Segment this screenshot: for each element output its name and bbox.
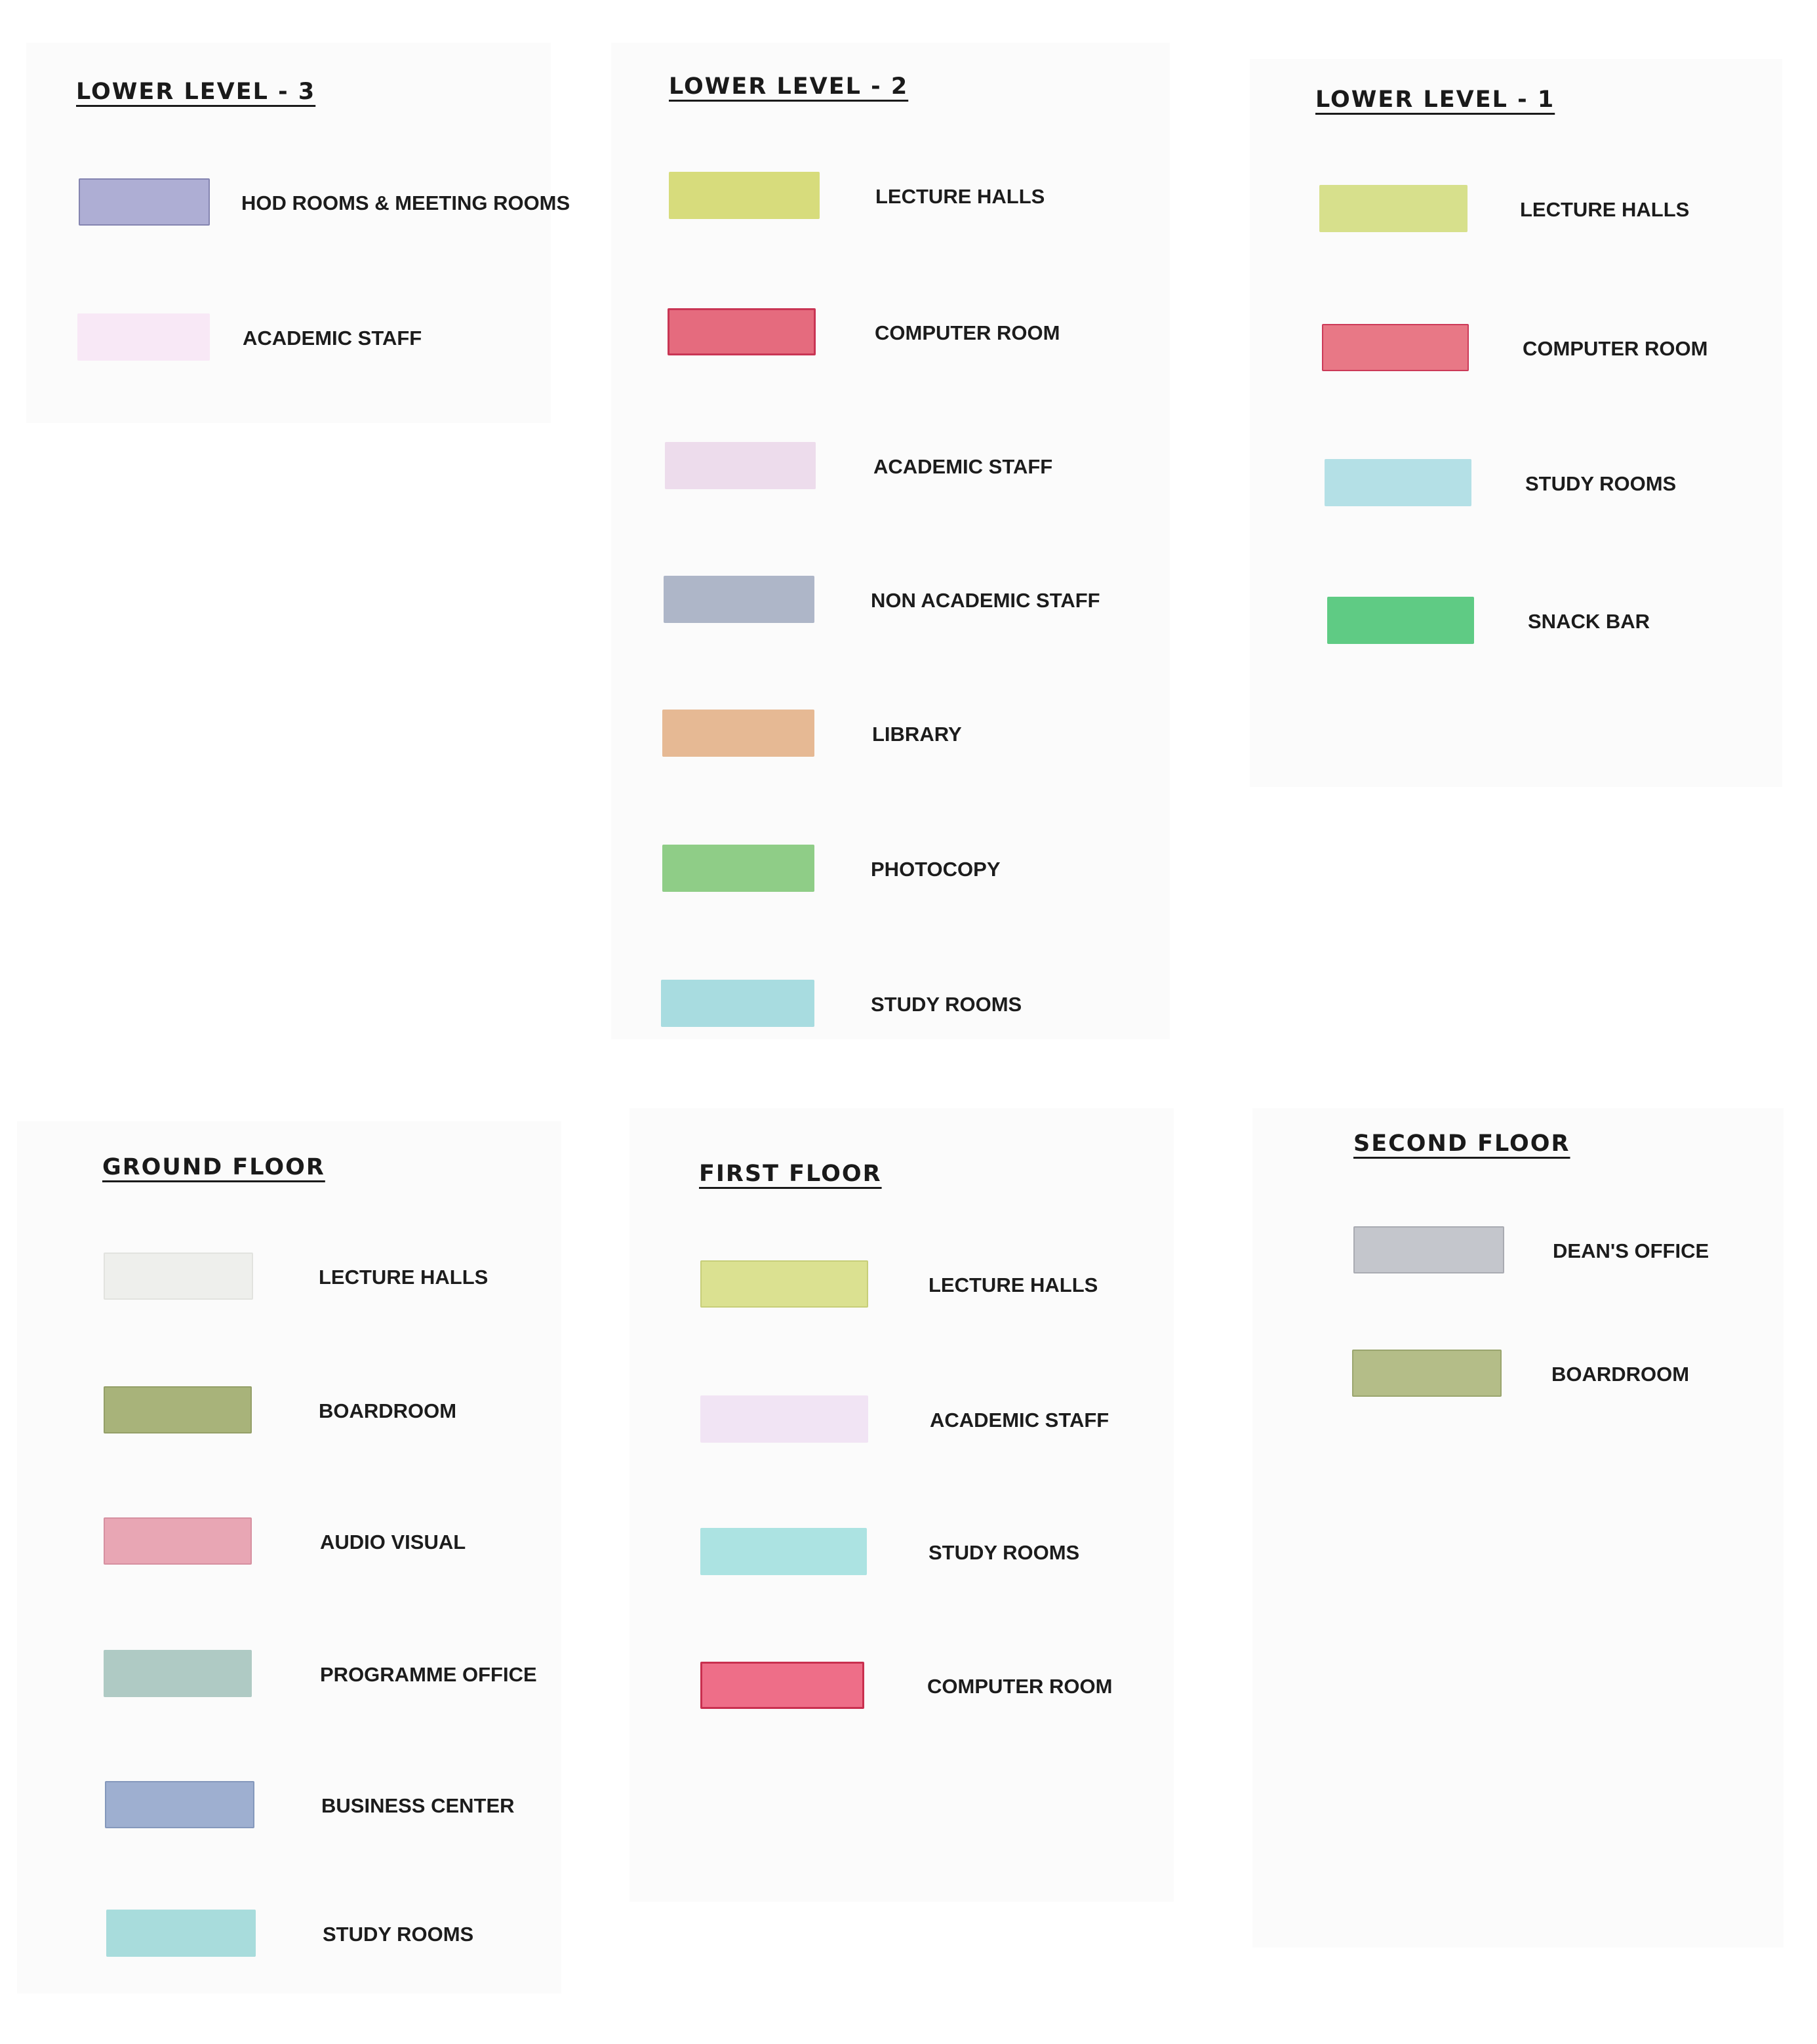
color-swatch bbox=[1322, 324, 1469, 371]
legend-title: LOWER LEVEL - 3 bbox=[76, 79, 316, 105]
legend-lower-level-1: LOWER LEVEL - 1 LECTURE HALLS COMPUTER R… bbox=[1315, 87, 1774, 664]
color-swatch bbox=[662, 845, 814, 892]
legend-second-floor: SECOND FLOOR DEAN'S OFFICE BOARDROOM bbox=[1352, 1131, 1780, 1406]
color-swatch bbox=[104, 1650, 252, 1697]
color-swatch bbox=[700, 1528, 867, 1575]
color-swatch bbox=[1352, 1350, 1502, 1397]
scan-sheet bbox=[629, 1108, 1174, 1902]
color-swatch bbox=[661, 980, 814, 1027]
legend-item-label: BOARDROOM bbox=[319, 1399, 457, 1422]
color-swatch bbox=[1327, 597, 1474, 644]
legend-item-label: AUDIO VISUAL bbox=[320, 1531, 466, 1553]
legend-item-label: ACADEMIC STAFF bbox=[930, 1409, 1109, 1432]
legend-title: SECOND FLOOR bbox=[1353, 1131, 1570, 1157]
color-swatch bbox=[106, 1910, 256, 1957]
legend-item-label: NON ACADEMIC STAFF bbox=[871, 589, 1100, 612]
legend-item-label: PHOTOCOPY bbox=[871, 858, 1001, 881]
legend-title: LOWER LEVEL - 2 bbox=[669, 73, 909, 100]
legend-item-label: STUDY ROOMS bbox=[871, 993, 1022, 1016]
legend-item-label: STUDY ROOMS bbox=[323, 1923, 474, 1946]
legend-first-floor: FIRST FLOOR LECTURE HALLS ACADEMIC STAFF… bbox=[699, 1161, 1171, 1725]
color-swatch bbox=[1353, 1226, 1504, 1273]
legend-item-label: LECTURE HALLS bbox=[319, 1266, 489, 1289]
color-swatch bbox=[79, 178, 210, 226]
scan-sheet bbox=[1252, 1108, 1784, 1948]
color-swatch bbox=[1325, 459, 1471, 506]
legend-item-label: BUSINESS CENTER bbox=[321, 1794, 515, 1817]
color-swatch bbox=[700, 1395, 868, 1443]
legend-item-label: DEAN'S OFFICE bbox=[1553, 1239, 1709, 1262]
color-swatch bbox=[77, 313, 210, 361]
legend-item-label: HOD ROOMS & MEETING ROOMS bbox=[241, 191, 570, 214]
color-swatch bbox=[665, 442, 816, 489]
legend-item-label: COMPUTER ROOM bbox=[927, 1675, 1113, 1698]
legend-item-label: LECTURE HALLS bbox=[1520, 198, 1690, 221]
scan-sheet bbox=[1250, 59, 1782, 787]
color-swatch bbox=[104, 1252, 253, 1300]
color-swatch bbox=[664, 576, 814, 623]
color-swatch bbox=[668, 308, 816, 355]
color-swatch bbox=[700, 1662, 864, 1709]
legend-item-label: COMPUTER ROOM bbox=[875, 321, 1060, 344]
legend-item-label: STUDY ROOMS bbox=[1525, 472, 1677, 495]
legend-item-label: SNACK BAR bbox=[1528, 610, 1650, 633]
legend-title: FIRST FLOOR bbox=[699, 1161, 882, 1187]
legend-item-label: ACADEMIC STAFF bbox=[873, 455, 1053, 478]
color-swatch bbox=[104, 1386, 252, 1433]
color-swatch bbox=[669, 172, 820, 219]
legend-item-label: LECTURE HALLS bbox=[875, 185, 1045, 208]
legend-item-label: COMPUTER ROOM bbox=[1523, 337, 1708, 360]
legend-title: LOWER LEVEL - 1 bbox=[1315, 87, 1555, 113]
legend-item-label: PROGRAMME OFFICE bbox=[320, 1663, 537, 1686]
legend-item-label: LECTURE HALLS bbox=[928, 1273, 1098, 1296]
legend-item-label: LIBRARY bbox=[872, 723, 962, 746]
legend-item-label: BOARDROOM bbox=[1551, 1363, 1690, 1386]
color-swatch bbox=[104, 1517, 252, 1565]
legend-ground-floor: GROUND FLOOR LECTURE HALLS BOARDROOM AUD… bbox=[102, 1154, 561, 1967]
color-swatch bbox=[662, 710, 814, 757]
legend-item-label: ACADEMIC STAFF bbox=[243, 327, 422, 350]
legend-lower-level-2: LOWER LEVEL - 2 LECTURE HALLS COMPUTER R… bbox=[661, 73, 1167, 1037]
legend-lower-level-3: LOWER LEVEL - 3 HOD ROOMS & MEETING ROOM… bbox=[76, 79, 570, 380]
legend-title: GROUND FLOOR bbox=[102, 1154, 325, 1180]
color-swatch bbox=[105, 1781, 254, 1828]
color-swatch bbox=[1319, 185, 1468, 232]
legend-item-label: STUDY ROOMS bbox=[928, 1541, 1080, 1564]
color-swatch bbox=[700, 1260, 868, 1308]
